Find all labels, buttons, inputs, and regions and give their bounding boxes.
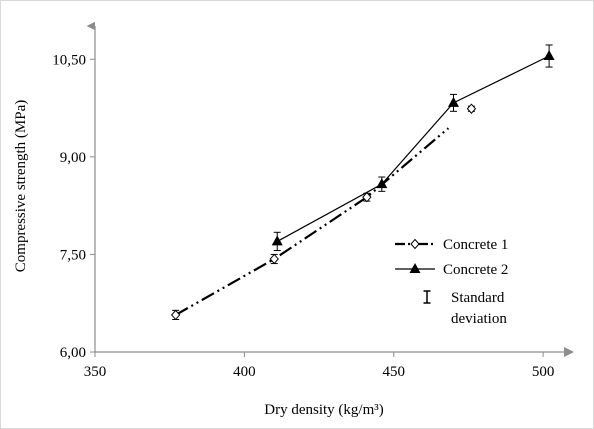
legend-item-2: Concrete 2 [395, 262, 508, 278]
data-point [170, 309, 181, 321]
y-axis-title: Compressive strength (MPa) [13, 100, 29, 272]
series-2 [271, 44, 555, 252]
legend: Concrete 1 Concrete 2 Standard deviation [395, 237, 508, 327]
legend-item-3: Standard deviation [423, 290, 507, 327]
legend-item-1: Concrete 1 [395, 237, 508, 253]
data-point [269, 253, 279, 265]
legend-label: Standard [451, 290, 505, 306]
legend-label: Concrete 2 [443, 262, 508, 278]
data-point [362, 191, 372, 203]
y-tick-label: 10,50 [52, 52, 86, 68]
x-tick-label: 350 [84, 364, 107, 380]
data-point [376, 178, 388, 189]
y-tick-label: 7,50 [60, 247, 86, 263]
series-1 [170, 103, 477, 321]
x-tick-label: 400 [233, 364, 256, 380]
axes [86, 21, 574, 357]
tick-labels: 6,00 7,50 9,00 10,50 350 400 450 500 [52, 52, 554, 380]
legend-marker [409, 263, 421, 273]
x-tick-label: 500 [532, 364, 555, 380]
x-tick-label: 450 [383, 364, 406, 380]
series-line [175, 127, 450, 316]
data-point [271, 235, 283, 246]
data-point [543, 50, 555, 61]
data-point [466, 103, 477, 114]
legend-label: deviation [451, 311, 507, 327]
legend-marker [410, 238, 420, 250]
series-line [276, 55, 550, 242]
legend-label: Concrete 1 [443, 237, 508, 253]
x-axis-arrow [564, 347, 574, 357]
y-tick-label: 6,00 [60, 345, 86, 361]
x-axis-title: Dry density (kg/m³) [264, 402, 383, 418]
y-tick-label: 9,00 [60, 150, 86, 166]
series-layer [170, 44, 555, 321]
data-point [448, 96, 459, 107]
